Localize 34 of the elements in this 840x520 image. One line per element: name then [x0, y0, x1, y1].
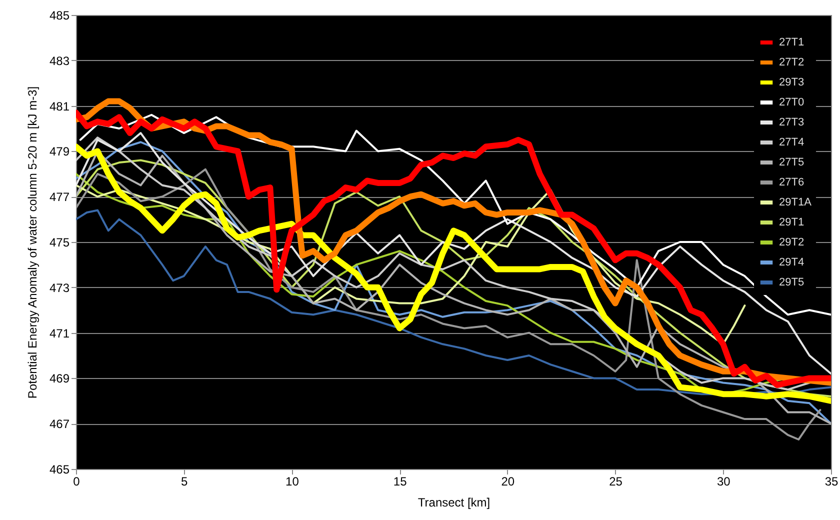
legend-label: 27T4 [779, 136, 804, 148]
y-tick-label: 479 [49, 144, 70, 159]
x-tick-label: 35 [824, 474, 838, 488]
legend-label: 29T3 [779, 76, 804, 88]
legend-label: 27T0 [779, 96, 804, 108]
legend-label: 29T2 [779, 236, 804, 248]
legend-label: 27T2 [779, 56, 804, 68]
legend-label: 29T4 [779, 256, 804, 268]
x-tick-label: 15 [393, 474, 408, 488]
y-tick-label: 465 [49, 462, 70, 476]
x-tick-label: 30 [716, 474, 731, 488]
legend-label: 29T1 [779, 216, 804, 228]
y-tick-label: 485 [49, 8, 70, 22]
legend-label: 29T5 [779, 276, 804, 288]
y-axis-title: Potential Energy Anomaly of water column 5-20 m [kJ m-3] [25, 86, 40, 399]
y-tick-label: 475 [49, 236, 70, 250]
x-tick-label: 20 [501, 474, 515, 488]
x-tick-label: 5 [181, 474, 188, 488]
y-tick-label: 467 [49, 417, 70, 432]
y-tick-label: 469 [49, 372, 70, 386]
legend-label: 27T5 [779, 156, 804, 168]
legend-label: 27T6 [779, 176, 804, 188]
legend-label: 29T1A [779, 196, 812, 208]
y-tick-label: 481 [49, 99, 70, 114]
x-tick-label: 0 [73, 474, 80, 488]
y-tick-label: 477 [49, 190, 70, 204]
y-tick-label: 473 [49, 280, 70, 295]
x-axis-title: Transect [km] [418, 496, 490, 510]
x-tick-label: 10 [286, 474, 300, 488]
legend-label: 27T1 [779, 36, 804, 48]
x-tick-label: 25 [609, 474, 623, 488]
y-tick-label: 483 [49, 54, 70, 68]
y-tick-label: 471 [49, 326, 70, 340]
legend-label: 27T3 [779, 116, 804, 128]
